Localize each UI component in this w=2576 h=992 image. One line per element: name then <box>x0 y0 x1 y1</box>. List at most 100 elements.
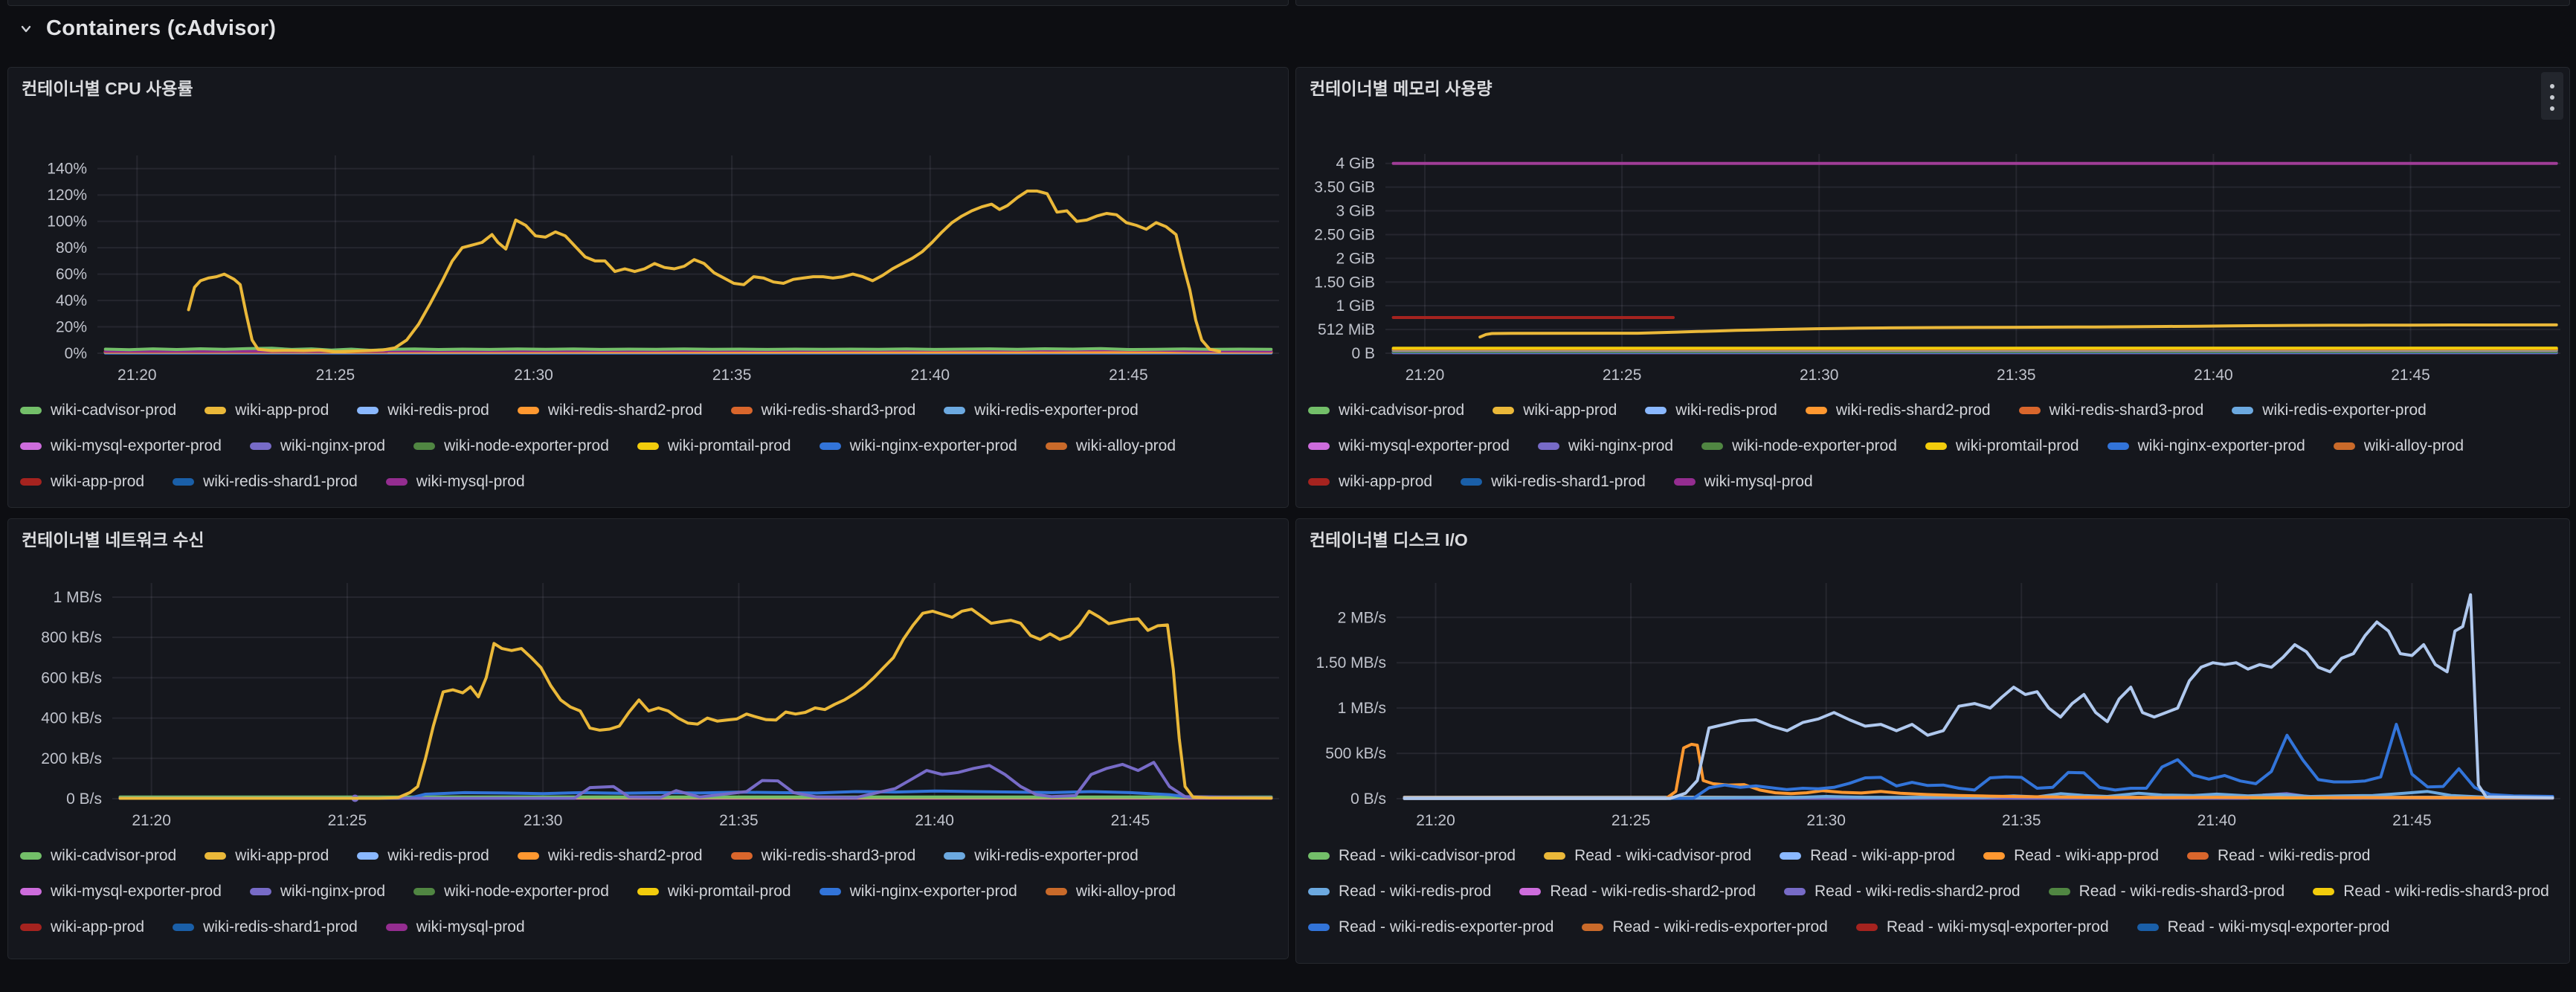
legend-item[interactable]: wiki-redis-exporter-prod <box>944 847 1139 865</box>
series-label[interactable]: Read - wiki-redis-shard2-prod <box>1550 883 1756 900</box>
legend-item[interactable]: wiki-nginx-prod <box>1537 437 1674 455</box>
panel-menu-button[interactable] <box>2541 72 2563 120</box>
legend-item[interactable]: Read - wiki-mysql-exporter-prod <box>1855 918 2109 936</box>
legend-item[interactable]: wiki-redis-shard3-prod <box>730 847 916 865</box>
series-label[interactable]: wiki-node-exporter-prod <box>444 437 609 454</box>
series-label[interactable]: wiki-nginx-exporter-prod <box>2137 437 2305 454</box>
legend-item[interactable]: Read - wiki-cadvisor-prod <box>1308 847 1516 865</box>
series-label[interactable]: Read - wiki-app-prod <box>2014 847 2159 864</box>
legend-item[interactable]: wiki-nginx-exporter-prod <box>819 883 1017 901</box>
series-label[interactable]: wiki-mysql-exporter-prod <box>51 437 222 454</box>
series-label[interactable]: Read - wiki-redis-exporter-prod <box>1339 918 1554 935</box>
legend-item[interactable]: wiki-redis-exporter-prod <box>944 402 1139 419</box>
legend-item[interactable]: wiki-redis-shard3-prod <box>2018 402 2204 419</box>
series-label[interactable]: wiki-mysql-prod <box>1704 473 1813 490</box>
series-label[interactable]: wiki-redis-shard2-prod <box>547 847 703 864</box>
series-label[interactable]: wiki-nginx-prod <box>1568 437 1674 454</box>
series-label[interactable]: wiki-alloy-prod <box>2363 437 2464 454</box>
legend-item[interactable]: wiki-redis-shard3-prod <box>730 402 916 419</box>
legend-item[interactable]: wiki-redis-shard1-prod <box>173 918 358 936</box>
legend-item[interactable]: Read - wiki-app-prod <box>1983 847 2159 865</box>
cpu-usage-chart[interactable]: 21:20 21:25 21:30 21:35 21:40 21:45 0% 20% 40% 60… <box>8 108 1288 394</box>
series-label[interactable]: wiki-redis-shard1-prod <box>203 918 358 935</box>
series-label[interactable]: Read - wiki-cadvisor-prod <box>1574 847 1752 864</box>
series-label[interactable]: wiki-app-prod <box>1339 473 1433 490</box>
series-label[interactable]: Read - wiki-redis-exporter-prod <box>1612 918 1828 935</box>
series-label[interactable]: wiki-nginx-exporter-prod <box>849 437 1017 454</box>
series-label[interactable]: wiki-app-prod <box>235 402 329 419</box>
panel-title[interactable]: 컨테이너별 메모리 사용량 <box>1310 79 1493 98</box>
legend-item[interactable]: wiki-mysql-exporter-prod <box>20 883 222 901</box>
legend-item[interactable]: wiki-cadvisor-prod <box>20 847 176 865</box>
series-label[interactable]: wiki-cadvisor-prod <box>1339 402 1465 419</box>
series-label[interactable]: wiki-cadvisor-prod <box>51 402 177 419</box>
legend-item[interactable]: wiki-nginx-prod <box>249 437 386 455</box>
legend-item[interactable]: wiki-mysql-prod <box>385 473 525 491</box>
legend-item[interactable]: wiki-redis-prod <box>1645 402 1777 419</box>
series-label[interactable]: wiki-alloy-prod <box>1075 437 1176 454</box>
series-label[interactable]: wiki-redis-exporter-prod <box>974 402 1139 419</box>
series-label[interactable]: Read - wiki-redis-prod <box>1339 883 1492 900</box>
series-label[interactable]: wiki-app-prod <box>235 847 329 864</box>
legend-item[interactable]: wiki-mysql-prod <box>1673 473 1813 491</box>
series-label[interactable]: Read - wiki-redis-prod <box>2218 847 2371 864</box>
series-label[interactable]: wiki-redis-shard3-prod <box>2049 402 2204 419</box>
dashboard-row-containers[interactable]: Containers (cAdvisor) <box>18 16 276 41</box>
panel-title[interactable]: 컨테이너별 CPU 사용률 <box>22 79 193 98</box>
series-label[interactable]: wiki-mysql-prod <box>416 473 525 490</box>
series-label[interactable]: wiki-redis-shard2-prod <box>547 402 703 419</box>
series-label[interactable]: wiki-redis-shard3-prod <box>761 847 916 864</box>
series-label[interactable]: Read - wiki-cadvisor-prod <box>1339 847 1516 864</box>
legend-item[interactable]: wiki-node-exporter-prod <box>1701 437 1897 455</box>
series-label[interactable]: wiki-cadvisor-prod <box>51 847 177 864</box>
legend-item[interactable]: wiki-promtail-prod <box>637 437 791 455</box>
legend-item[interactable]: wiki-cadvisor-prod <box>1308 402 1464 419</box>
series-label[interactable]: wiki-redis-prod <box>387 847 489 864</box>
legend-item[interactable]: wiki-nginx-exporter-prod <box>819 437 1017 455</box>
legend-item[interactable]: wiki-cadvisor-prod <box>20 402 176 419</box>
series-label[interactable]: wiki-mysql-exporter-prod <box>51 883 222 900</box>
series-label[interactable]: wiki-node-exporter-prod <box>444 883 609 900</box>
series-label[interactable]: wiki-redis-shard1-prod <box>1491 473 1646 490</box>
legend-item[interactable]: Read - wiki-cadvisor-prod <box>1544 847 1751 865</box>
series-label[interactable]: wiki-mysql-exporter-prod <box>1339 437 1510 454</box>
series-label[interactable]: Read - wiki-redis-shard3-prod <box>2078 883 2285 900</box>
legend-item[interactable]: wiki-redis-shard2-prod <box>1805 402 1991 419</box>
network-receive-chart[interactable]: 21:20 21:25 21:30 21:35 21:40 21:45 0 B/s 200 k… <box>8 559 1288 840</box>
legend-item[interactable]: Read - wiki-redis-exporter-prod <box>1308 918 1553 936</box>
panel-title[interactable]: 컨테이너별 네트워크 수신 <box>22 530 205 550</box>
legend-item[interactable]: Read - wiki-redis-prod <box>2187 847 2370 865</box>
legend-item[interactable]: wiki-alloy-prod <box>1045 883 1176 901</box>
legend-item[interactable]: wiki-nginx-exporter-prod <box>2107 437 2305 455</box>
legend-item[interactable]: wiki-mysql-prod <box>385 918 525 936</box>
memory-usage-chart[interactable]: 21:20 21:25 21:30 21:35 21:40 21:45 0 B 512 MiB… <box>1296 108 2569 394</box>
series-label[interactable]: wiki-redis-prod <box>1675 402 1777 419</box>
legend-item[interactable]: wiki-mysql-exporter-prod <box>20 437 222 455</box>
legend-item[interactable]: wiki-promtail-prod <box>1925 437 2079 455</box>
legend-item[interactable]: wiki-redis-shard1-prod <box>1461 473 1646 491</box>
legend-item[interactable]: Read - wiki-mysql-exporter-prod <box>2137 918 2389 936</box>
series-label[interactable]: wiki-redis-shard3-prod <box>761 402 916 419</box>
legend-item[interactable]: wiki-app-prod <box>1493 402 1617 419</box>
series-label[interactable]: wiki-promtail-prod <box>667 883 791 900</box>
disk-io-chart[interactable]: 21:20 21:25 21:30 21:35 21:40 21:45 0 B/s 500 k… <box>1296 559 2569 840</box>
legend-item[interactable]: Read - wiki-redis-prod <box>1308 883 1491 901</box>
legend-item[interactable]: wiki-nginx-prod <box>249 883 385 901</box>
legend-item[interactable]: Read - wiki-redis-shard3-prod <box>2048 883 2285 901</box>
series-label[interactable]: wiki-nginx-prod <box>280 437 386 454</box>
series-label[interactable]: wiki-redis-shard1-prod <box>203 473 358 490</box>
legend-item[interactable]: Read - wiki-redis-shard3-prod <box>2313 883 2549 901</box>
series-label[interactable]: wiki-mysql-prod <box>416 918 525 935</box>
series-label[interactable]: wiki-app-prod <box>51 918 145 935</box>
series-label[interactable]: wiki-nginx-exporter-prod <box>849 883 1017 900</box>
legend-item[interactable]: wiki-alloy-prod <box>2333 437 2464 455</box>
series-label[interactable]: wiki-app-prod <box>1523 402 1617 419</box>
legend-item[interactable]: wiki-redis-exporter-prod <box>2232 402 2427 419</box>
legend-item[interactable]: wiki-redis-shard1-prod <box>173 473 358 491</box>
series-label[interactable]: wiki-promtail-prod <box>1955 437 2079 454</box>
legend-item[interactable]: wiki-app-prod <box>20 918 144 936</box>
series-label[interactable]: wiki-redis-exporter-prod <box>2262 402 2427 419</box>
legend-item[interactable]: wiki-app-prod <box>20 473 144 491</box>
legend-item[interactable]: wiki-app-prod <box>1308 473 1432 491</box>
series-label[interactable]: wiki-alloy-prod <box>1075 883 1176 900</box>
